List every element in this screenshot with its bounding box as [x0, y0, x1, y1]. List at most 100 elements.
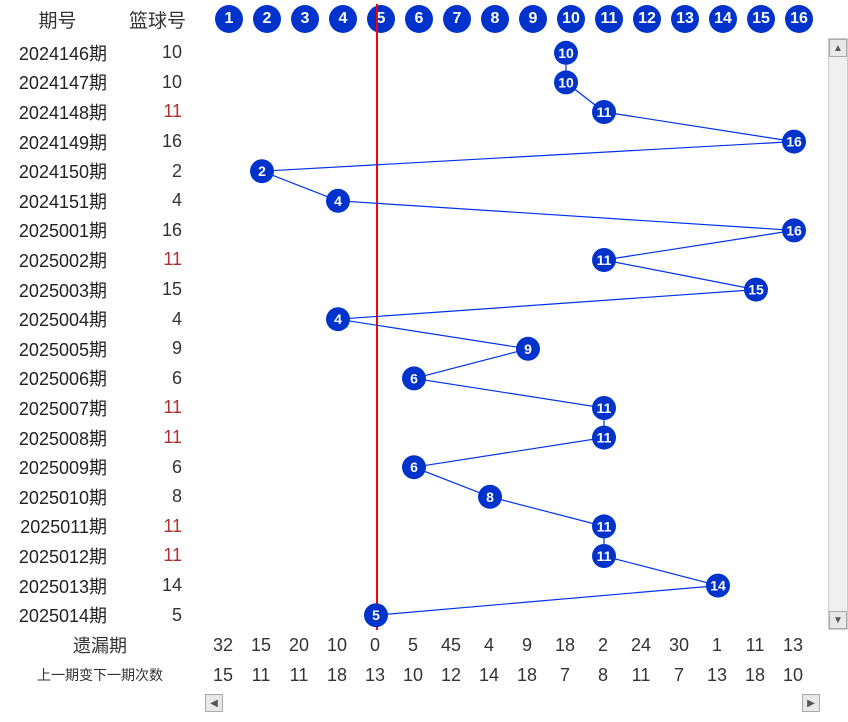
ball-cell: 8 — [115, 486, 200, 507]
miss-value: 9 — [508, 635, 546, 656]
data-row: 2024151期4 — [0, 186, 820, 216]
header-number-10: 10 — [557, 5, 585, 33]
miss-value: 30 — [660, 635, 698, 656]
data-row: 2025005期9 — [0, 334, 820, 364]
data-row: 2025003期15 — [0, 275, 820, 305]
vertical-scrollbar[interactable]: ▲ ▼ — [828, 38, 848, 630]
data-row: 2025006期6 — [0, 364, 820, 394]
period-cell: 2025008期 — [0, 425, 115, 451]
change-value: 12 — [432, 665, 470, 686]
horizontal-scrollbar[interactable]: ◀ ▶ — [205, 694, 820, 712]
header-number-8: 8 — [481, 5, 509, 33]
data-row: 2025007期11 — [0, 393, 820, 423]
change-value: 18 — [736, 665, 774, 686]
header-number-circles: 12345678910111213141516 — [210, 5, 818, 33]
change-value: 14 — [470, 665, 508, 686]
header-number-7: 7 — [443, 5, 471, 33]
change-value: 18 — [318, 665, 356, 686]
change-values: 15111118131012141878117131810 — [204, 665, 812, 686]
miss-value: 24 — [622, 635, 660, 656]
miss-row: 遗漏期 32152010054549182243011113 — [0, 630, 820, 660]
ball-cell: 11 — [115, 101, 200, 122]
scroll-left-button[interactable]: ◀ — [205, 694, 223, 712]
period-cell: 2025012期 — [0, 543, 115, 569]
header-number-1: 1 — [215, 5, 243, 33]
period-cell: 2025014期 — [0, 602, 115, 628]
scroll-down-button[interactable]: ▼ — [829, 611, 847, 629]
miss-value: 18 — [546, 635, 584, 656]
data-row: 2025008期11 — [0, 423, 820, 453]
change-value: 10 — [394, 665, 432, 686]
miss-value: 5 — [394, 635, 432, 656]
header-number-16: 16 — [785, 5, 813, 33]
header-number-3: 3 — [291, 5, 319, 33]
miss-value: 13 — [774, 635, 812, 656]
period-cell: 2025007期 — [0, 395, 115, 421]
miss-value: 1 — [698, 635, 736, 656]
ball-cell: 16 — [115, 220, 200, 241]
period-cell: 2025010期 — [0, 484, 115, 510]
ball-cell: 15 — [115, 279, 200, 300]
change-value: 15 — [204, 665, 242, 686]
ball-cell: 11 — [115, 249, 200, 270]
change-value: 7 — [546, 665, 584, 686]
data-row: 2024149期16 — [0, 127, 820, 157]
change-row: 上一期变下一期次数 15111118131012141878117131810 — [0, 660, 820, 690]
data-row: 2025009期6 — [0, 452, 820, 482]
header-number-11: 11 — [595, 5, 623, 33]
vertical-reference-line — [376, 4, 378, 630]
period-cell: 2025006期 — [0, 365, 115, 391]
ball-cell: 10 — [115, 72, 200, 93]
change-value: 10 — [774, 665, 812, 686]
ball-cell: 2 — [115, 161, 200, 182]
miss-value: 0 — [356, 635, 394, 656]
miss-value: 15 — [242, 635, 280, 656]
ball-cell: 6 — [115, 457, 200, 478]
ball-cell: 11 — [115, 427, 200, 448]
header-number-5: 5 — [367, 5, 395, 33]
header-number-4: 4 — [329, 5, 357, 33]
data-row: 2025004期4 — [0, 304, 820, 334]
data-row: 2024150期2 — [0, 156, 820, 186]
header-row: 期号 篮球号 12345678910111213141516 — [0, 0, 848, 38]
ball-cell: 11 — [115, 545, 200, 566]
miss-values: 32152010054549182243011113 — [204, 635, 812, 656]
data-row: 2025010期8 — [0, 482, 820, 512]
header-number-2: 2 — [253, 5, 281, 33]
miss-value: 11 — [736, 635, 774, 656]
change-value: 18 — [508, 665, 546, 686]
miss-value: 45 — [432, 635, 470, 656]
period-cell: 2024150期 — [0, 158, 115, 184]
data-row: 2025014期5 — [0, 600, 820, 630]
header-period-label: 期号 — [0, 6, 115, 33]
header-number-9: 9 — [519, 5, 547, 33]
period-cell: 2025002期 — [0, 247, 115, 273]
header-number-13: 13 — [671, 5, 699, 33]
miss-value: 10 — [318, 635, 356, 656]
header-number-14: 14 — [709, 5, 737, 33]
ball-cell: 6 — [115, 368, 200, 389]
change-value: 13 — [698, 665, 736, 686]
data-row: 2025012期11 — [0, 541, 820, 571]
scroll-right-button[interactable]: ▶ — [802, 694, 820, 712]
period-cell: 2024148期 — [0, 99, 115, 125]
period-cell: 2025013期 — [0, 573, 115, 599]
data-row: 2025013期14 — [0, 571, 820, 601]
period-cell: 2025009期 — [0, 454, 115, 480]
miss-label: 遗漏期 — [0, 632, 200, 658]
ball-cell: 11 — [115, 397, 200, 418]
data-row: 2025011期11 — [0, 512, 820, 542]
data-row: 2024148期11 — [0, 97, 820, 127]
header-number-6: 6 — [405, 5, 433, 33]
ball-cell: 10 — [115, 42, 200, 63]
scroll-up-button[interactable]: ▲ — [829, 39, 847, 57]
period-cell: 2025003期 — [0, 277, 115, 303]
ball-cell: 4 — [115, 309, 200, 330]
ball-cell: 14 — [115, 575, 200, 596]
chart-rows-area: 2024146期102024147期102024148期112024149期16… — [0, 38, 820, 630]
change-value: 11 — [622, 665, 660, 686]
change-value: 13 — [356, 665, 394, 686]
change-value: 11 — [280, 665, 318, 686]
change-value: 11 — [242, 665, 280, 686]
lottery-trend-chart: 期号 篮球号 12345678910111213141516 2024146期1… — [0, 0, 848, 722]
